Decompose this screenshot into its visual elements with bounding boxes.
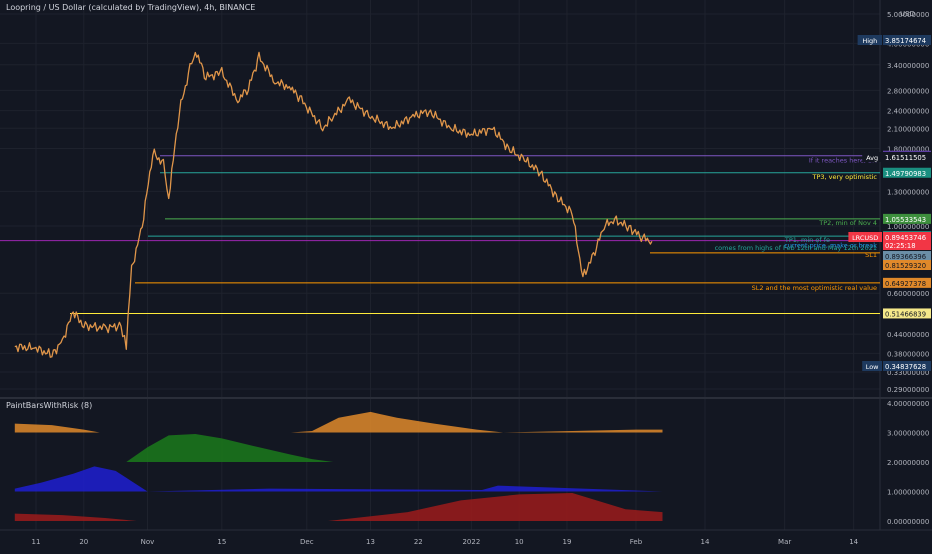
price-badge-tag-12: Low bbox=[866, 363, 879, 371]
time-tick-label-0: 11 bbox=[32, 538, 41, 546]
chart-title: Loopring / US Dollar (calculated by Trad… bbox=[6, 3, 256, 12]
time-tick-label-8: 10 bbox=[515, 538, 524, 546]
price-badge-value-0: 3.85174674 bbox=[885, 37, 926, 45]
level-annotation-6: SL1 bbox=[865, 251, 877, 259]
indicator-tick-label-3: 1.00000000 bbox=[887, 489, 929, 497]
price-badge-bg-6 bbox=[883, 232, 931, 242]
level-annotation-5: comes from highs of Feb 12th and May 12t… bbox=[715, 244, 877, 252]
indicator-tick-label-4: 0.00000000 bbox=[887, 518, 929, 526]
price-tick-label-8: 1.00000000 bbox=[887, 223, 929, 231]
price-tick-label-3: 2.80000000 bbox=[887, 87, 929, 95]
time-tick-label-9: 19 bbox=[562, 538, 571, 546]
price-tick-label-13: 0.29000000 bbox=[887, 386, 929, 394]
price-tick-label-0: 5.00000000 bbox=[887, 11, 929, 19]
price-badge-tag-bg-6 bbox=[848, 232, 882, 242]
price-badge-value-8: 0.89366396 bbox=[885, 253, 926, 261]
price-badge-value-6: 0.89453746 bbox=[885, 234, 926, 242]
price-badge-bg-3 bbox=[883, 167, 931, 178]
price-tick-label-12: 0.33000000 bbox=[887, 369, 929, 377]
price-tick-label-2: 3.40000000 bbox=[887, 62, 929, 70]
price-badge-bg-12 bbox=[883, 361, 931, 371]
price-badge-bg-8 bbox=[883, 251, 931, 261]
currency-label: USD bbox=[900, 10, 915, 18]
level-annotation-4: current price, make or break bbox=[784, 242, 877, 250]
price-badge-value-12: 0.34837628 bbox=[885, 363, 926, 371]
price-tick-label-10: 0.44000000 bbox=[887, 331, 929, 339]
indicator-tick-label-1: 3.00000000 bbox=[887, 430, 929, 438]
time-tick-label-7: 2022 bbox=[462, 538, 480, 546]
price-badge-bg-4 bbox=[883, 213, 931, 224]
price-tick-label-4: 2.40000000 bbox=[887, 108, 929, 116]
price-badge-tag-0: High bbox=[862, 37, 877, 45]
price-badge-value-10: 0.64927378 bbox=[885, 280, 926, 288]
price-badge-bg-9 bbox=[883, 260, 931, 270]
time-tick-label-1: 20 bbox=[79, 538, 88, 546]
price-tick-label-5: 2.10000000 bbox=[887, 125, 929, 133]
price-tick-label-6: 1.80000000 bbox=[887, 146, 929, 154]
price-badge-value-3: 1.49790983 bbox=[885, 170, 926, 178]
indicator-area-0 bbox=[14, 411, 663, 433]
price-line bbox=[14, 51, 653, 358]
price-badge-bg-2 bbox=[883, 152, 931, 162]
price-badge-bg-10 bbox=[883, 277, 931, 288]
time-tick-label-10: Feb bbox=[630, 538, 643, 546]
indicator-area-2 bbox=[14, 466, 663, 492]
time-tick-label-5: 13 bbox=[366, 538, 375, 546]
price-tick-label-7: 1.30000000 bbox=[887, 188, 929, 196]
price-badge-value-7: 02:25:18 bbox=[885, 242, 916, 250]
indicator-area-1 bbox=[126, 434, 334, 462]
price-badge-value-9: 0.81529320 bbox=[885, 262, 926, 270]
price-badge-tag-bg-0 bbox=[857, 35, 882, 45]
level-annotation-2: TP2, min of Nov 4 bbox=[818, 219, 877, 227]
price-badge-value-11: 0.51466839 bbox=[885, 310, 926, 318]
indicator-area-3 bbox=[14, 493, 663, 521]
indicator-title: PaintBarsWithRisk (8) bbox=[6, 401, 93, 410]
price-badge-tag-2: Avg bbox=[866, 154, 878, 162]
price-badge-value-2: 1.61511505 bbox=[885, 154, 926, 162]
time-tick-label-2: Nov bbox=[141, 538, 155, 546]
time-tick-label-3: 15 bbox=[217, 538, 226, 546]
price-badge-bg-7 bbox=[883, 240, 931, 250]
time-tick-label-12: Mar bbox=[778, 538, 791, 546]
price-badge-tag-bg-12 bbox=[862, 361, 882, 371]
price-badge-tag-bg-2 bbox=[862, 152, 882, 162]
price-badge-value-4: 1.05533543 bbox=[885, 216, 926, 224]
indicator-tick-label-2: 2.00000000 bbox=[887, 459, 929, 467]
level-annotation-0: If it reaches here, SH bbox=[809, 157, 877, 165]
time-tick-label-13: 14 bbox=[849, 538, 858, 546]
price-badge-bg-11 bbox=[883, 308, 931, 319]
time-tick-label-4: Dec bbox=[300, 538, 314, 546]
price-badge-bg-0 bbox=[883, 35, 931, 45]
price-tick-label-11: 0.38000000 bbox=[887, 350, 929, 358]
level-annotation-3: TP1, min of fe bbox=[784, 236, 830, 244]
time-tick-label-6: 22 bbox=[414, 538, 423, 546]
price-badge-tag-6: LRCUSD bbox=[852, 234, 878, 242]
time-tick-label-11: 14 bbox=[701, 538, 710, 546]
level-annotation-1: TP3, very optimistic bbox=[812, 173, 878, 181]
price-tick-label-9: 0.60000000 bbox=[887, 290, 929, 298]
indicator-tick-label-0: 4.00000000 bbox=[887, 400, 929, 408]
level-annotation-7: SL2 and the most optimistic real value bbox=[752, 284, 877, 292]
